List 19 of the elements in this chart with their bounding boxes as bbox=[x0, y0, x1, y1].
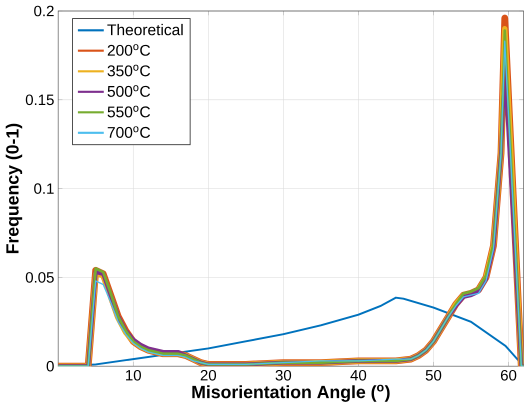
legend-label: 700$^{o}$C bbox=[108, 126, 150, 138]
x-tick-label: 30 bbox=[276, 370, 292, 381]
legend-label: 550$^{o}$C bbox=[108, 106, 150, 118]
x-tick-label: 60 bbox=[500, 370, 516, 381]
y-tick-label: 0 bbox=[46, 361, 54, 372]
y-tick-label: 0.2 bbox=[34, 6, 54, 17]
y-tick-label: 0.15 bbox=[26, 94, 54, 106]
x-tick-label: 50 bbox=[426, 370, 442, 381]
legend-label: 350$^{o}$C bbox=[108, 64, 150, 77]
legend-label: 200$^{o}$C bbox=[108, 44, 150, 56]
legend-label: 500$^{o}$C bbox=[108, 86, 150, 98]
x-tick-label: 20 bbox=[200, 370, 216, 381]
x-axis-title: Misorientation Angle ($^{o}$) bbox=[192, 384, 390, 402]
y-tick-label: 0.1 bbox=[34, 184, 54, 194]
x-tick-label: 40 bbox=[350, 370, 366, 381]
y-tick-label: 0.05 bbox=[26, 272, 54, 283]
y-axis-title: Frequency (0-1) bbox=[6, 124, 22, 254]
legend-label: Theoretical bbox=[107, 24, 183, 36]
x-tick-label: 10 bbox=[126, 370, 141, 381]
